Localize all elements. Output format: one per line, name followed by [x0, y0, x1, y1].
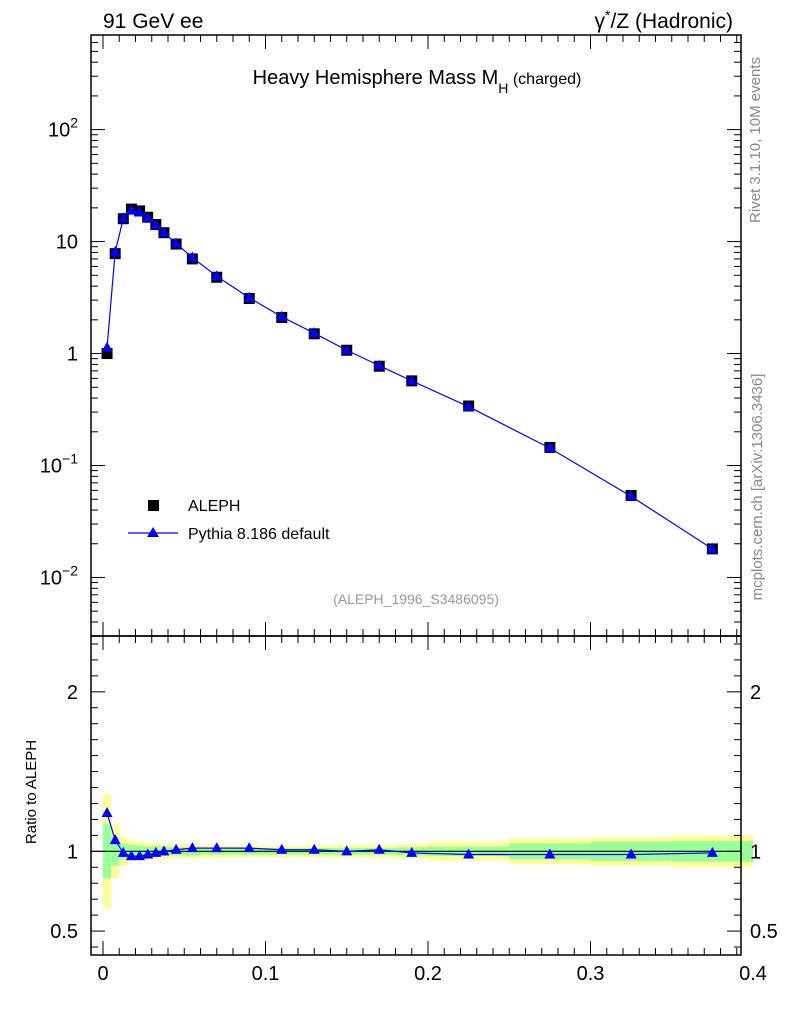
ratio-pythia-point-14 — [341, 845, 353, 856]
main-y-tick-label-4: 10−2 — [40, 562, 78, 589]
pythia-point-17 — [463, 400, 475, 411]
ratio-y-tick-label-right-2: 0.5 — [750, 921, 778, 943]
ratio-y-tick-label-2: 0.5 — [50, 921, 78, 943]
main-plot-frame — [90, 34, 742, 637]
ratio-pythia-point-15 — [373, 843, 385, 854]
pythia-point-8 — [170, 237, 182, 248]
ratio-y-tick-label-right-0: 2 — [750, 682, 761, 704]
ratio-pythia-point-11 — [243, 842, 255, 853]
pythia-point-5 — [142, 212, 154, 223]
pythia-point-0 — [101, 341, 113, 352]
ratio-pythia-point-1 — [109, 834, 121, 845]
header-right-gamma: γ — [595, 10, 606, 33]
ratio-x-tick-label-2: 0.2 — [414, 963, 442, 985]
pythia-point-16 — [406, 374, 418, 385]
main-y-tick-label-1: 10 — [56, 232, 78, 254]
ratio-pythia-point-13 — [308, 843, 320, 854]
ratio-pythia-point-12 — [276, 843, 288, 854]
ratio-y-tick-label-0: 2 — [67, 682, 78, 704]
rivet-version-label: Rivet 3.1.10, 10M events — [747, 57, 764, 223]
main-plot-marks — [101, 203, 718, 555]
ratio-pythia-point-20 — [706, 846, 718, 857]
ratio-pythia-point-3 — [125, 850, 137, 861]
ratio-pythia-point-18 — [544, 848, 556, 859]
ratio-x-tick-label-0: 0 — [97, 963, 108, 985]
ratio-plot-frame — [90, 635, 742, 956]
pythia-point-11 — [243, 291, 255, 302]
main-y-tick-base-2: 1 — [67, 344, 78, 366]
chart-title-suffix: (charged) — [508, 71, 581, 88]
ratio-pythia-point-0 — [101, 807, 113, 818]
pythia-point-9 — [186, 251, 198, 262]
pythia-point-12 — [276, 310, 288, 321]
pythia-point-6 — [150, 219, 162, 230]
pythia-point-4 — [134, 206, 146, 217]
header-left-label: 91 GeV ee — [103, 10, 203, 33]
header-right-suffix: /Z (Hadronic) — [610, 10, 733, 33]
main-y-tick-exp-4: −2 — [62, 562, 78, 578]
main-y-tick-base-1: 10 — [56, 232, 78, 254]
ratio-pythia-point-6 — [150, 846, 162, 857]
main-y-tick-exp-0: 2 — [70, 115, 78, 131]
ratio-plot-marks — [91, 807, 741, 861]
chart-title-sub: H — [498, 80, 508, 96]
header-right-star: * — [605, 7, 611, 23]
ratio-pythia-point-17 — [463, 848, 475, 859]
main-y-tick-label-3: 10−1 — [40, 450, 78, 477]
legend-data-marker — [148, 500, 159, 511]
pythia-point-10 — [211, 270, 223, 281]
chart-title-main: Heavy Hemisphere Mass M — [253, 67, 499, 89]
ratio-x-tick-label-3: 0.3 — [577, 963, 605, 985]
legend-data-label: ALEPH — [188, 498, 240, 515]
ratio-x-tick-label-1: 0.1 — [252, 963, 280, 985]
ratio-pythia-point-10 — [211, 842, 223, 853]
main-y-tick-label-2: 1 — [67, 344, 78, 366]
ratio-pythia-point-7 — [158, 845, 170, 856]
main-y-tick-base-3: 10 — [40, 455, 62, 477]
main-y-tick-label-0: 102 — [48, 115, 78, 142]
mcplots-source-label: mcplots.cern.ch [arXiv:1306.3436] — [749, 374, 766, 601]
pythia-point-14 — [341, 344, 353, 355]
main-y-tick-base-4: 10 — [40, 567, 62, 589]
header-right-label: γ*/Z (Hadronic) — [595, 7, 733, 33]
pythia-point-2 — [117, 212, 129, 223]
ratio-pythia-point-5 — [142, 848, 154, 859]
ratio-pythia-point-8 — [170, 843, 182, 854]
pythia-point-3 — [125, 204, 137, 215]
main-y-tick-base-0: 10 — [48, 120, 70, 142]
aleph-point-0 — [101, 348, 113, 360]
analysis-watermark: (ALEPH_1996_S3486095) — [333, 591, 499, 607]
ratio-pythia-point-19 — [625, 848, 637, 859]
legend-mc-marker — [147, 527, 159, 537]
pythia-point-13 — [308, 327, 320, 338]
chart-title: Heavy Hemisphere Mass MH (charged) — [253, 67, 582, 96]
pythia-point-7 — [158, 226, 170, 237]
ratio-pythia-point-2 — [117, 846, 129, 857]
ratio-y-axis-label: Ratio to ALEPH — [23, 740, 40, 844]
pythia-point-18 — [544, 442, 556, 453]
ratio-x-tick-label-4: 0.4 — [739, 963, 767, 985]
ratio-y-tick-label-1: 1 — [67, 841, 78, 863]
pythia-point-15 — [373, 359, 385, 370]
ratio-pythia-point-9 — [186, 842, 198, 853]
ratio-y-tick-label-right-1: 1 — [750, 841, 761, 863]
main-y-tick-exp-3: −1 — [62, 450, 78, 466]
pythia-point-19 — [625, 490, 637, 501]
pythia-point-20 — [706, 542, 718, 553]
plot-labels: 91 GeV ee γ*/Z (Hadronic) Heavy Hemisphe… — [23, 7, 766, 844]
pythia-point-1 — [109, 245, 121, 256]
legend-mc-label: Pythia 8.186 default — [188, 526, 330, 543]
ratio-pythia-point-4 — [134, 850, 146, 861]
ratio-pythia-point-16 — [406, 846, 418, 857]
